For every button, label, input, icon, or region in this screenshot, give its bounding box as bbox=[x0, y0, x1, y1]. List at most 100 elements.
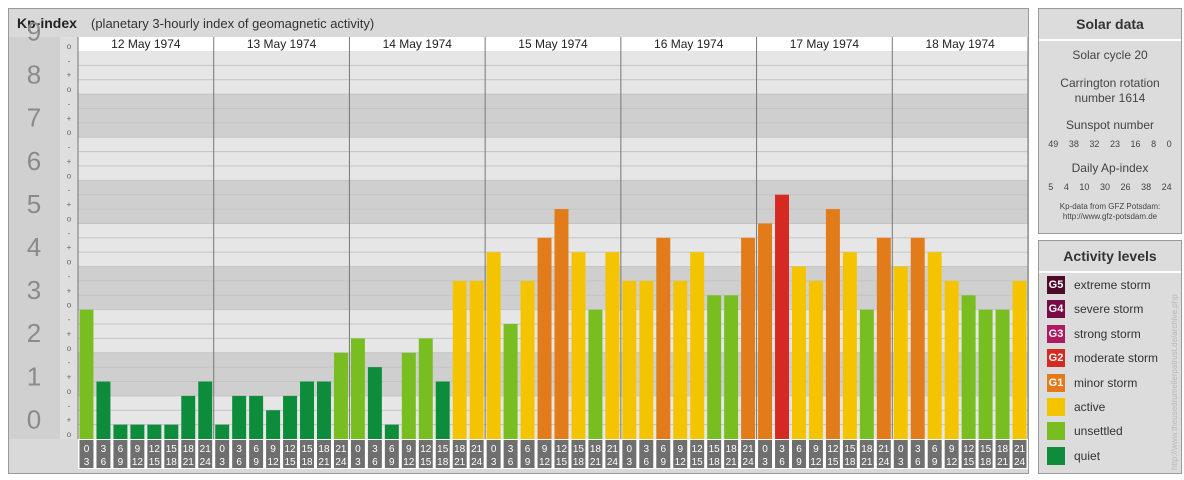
kp-bar bbox=[232, 395, 247, 439]
interval-cell bbox=[995, 440, 1010, 468]
kp-bar bbox=[571, 252, 586, 439]
interval-end-label: 12 bbox=[268, 457, 280, 468]
interval-start-label: 6 bbox=[253, 444, 259, 455]
interval-end-label: 24 bbox=[200, 457, 212, 468]
interval-start-label: 3 bbox=[101, 444, 107, 455]
y-tick-label: 3 bbox=[27, 275, 41, 305]
ap-value: 5 bbox=[1048, 182, 1054, 192]
interval-end-label: 18 bbox=[437, 457, 449, 468]
kp-bar bbox=[164, 424, 179, 439]
interval-cell bbox=[486, 440, 501, 468]
y-band bbox=[78, 94, 1028, 138]
interval-start-label: 9 bbox=[542, 444, 548, 455]
interval-end-label: 6 bbox=[101, 457, 107, 468]
interval-start-label: 15 bbox=[844, 444, 856, 455]
interval-start-label: 18 bbox=[454, 444, 466, 455]
interval-start-label: 9 bbox=[406, 444, 412, 455]
minor-tick-column bbox=[60, 37, 78, 439]
interval-start-label: 18 bbox=[726, 444, 738, 455]
interval-start-label: 6 bbox=[796, 444, 802, 455]
interval-start-label: 21 bbox=[743, 444, 755, 455]
interval-start-label: 12 bbox=[692, 444, 704, 455]
day-label: 15 May 1974 bbox=[518, 37, 588, 51]
minor-tick-mark: - bbox=[68, 143, 71, 152]
interval-start-label: 21 bbox=[335, 444, 347, 455]
solar-data-title: Solar data bbox=[1039, 9, 1181, 41]
source-link[interactable]: http://www.gfz-potsdam.de bbox=[1062, 212, 1158, 221]
interval-cell bbox=[215, 440, 230, 468]
interval-cell bbox=[690, 440, 705, 468]
kp-bar bbox=[367, 367, 382, 439]
kp-bar bbox=[147, 424, 162, 439]
interval-end-label: 21 bbox=[861, 457, 873, 468]
interval-cell bbox=[232, 440, 247, 468]
kp-bar bbox=[605, 252, 620, 439]
interval-cell bbox=[249, 440, 264, 468]
solar-data-panel: Solar data Solar cycle 20 Carrington rot… bbox=[1038, 8, 1182, 234]
minor-tick-mark: - bbox=[68, 186, 71, 195]
day-label: 14 May 1974 bbox=[383, 37, 453, 51]
y-tick-label: 1 bbox=[27, 361, 41, 391]
interval-end-label: 3 bbox=[219, 457, 225, 468]
interval-start-label: 12 bbox=[149, 444, 161, 455]
kp-bar bbox=[792, 266, 806, 439]
interval-end-label: 6 bbox=[508, 457, 514, 468]
minor-tick-mark: + bbox=[67, 373, 72, 382]
activity-level-swatch bbox=[1047, 422, 1065, 441]
interval-end-label: 12 bbox=[539, 457, 551, 468]
activity-level-label: strong storm bbox=[1074, 326, 1141, 341]
interval-start-label: 21 bbox=[200, 444, 212, 455]
interval-cell bbox=[537, 440, 552, 468]
interval-start-label: 9 bbox=[270, 444, 276, 455]
interval-end-label: 21 bbox=[726, 457, 738, 468]
activity-level-swatch: G1 bbox=[1047, 373, 1065, 392]
y-axis-column bbox=[9, 37, 60, 439]
interval-start-label: 12 bbox=[827, 444, 839, 455]
ap-index-values: 5 4 10 30 26 38 24 bbox=[1039, 182, 1181, 192]
minor-tick-mark: o bbox=[67, 344, 72, 353]
interval-cell bbox=[350, 440, 365, 468]
y-tick-label: 9 bbox=[27, 16, 41, 46]
interval-start-label: 21 bbox=[878, 444, 890, 455]
interval-cell bbox=[147, 440, 162, 468]
kp-bar bbox=[622, 280, 637, 439]
kp-bar bbox=[452, 280, 467, 439]
interval-start-label: 0 bbox=[84, 444, 90, 455]
activity-level-item: active bbox=[1047, 397, 1105, 417]
interval-start-label: 9 bbox=[949, 444, 955, 455]
day-label: 16 May 1974 bbox=[654, 37, 724, 51]
interval-start-label: 3 bbox=[915, 444, 921, 455]
interval-cell bbox=[283, 440, 298, 468]
kp-bar bbox=[876, 237, 891, 439]
interval-cell bbox=[893, 440, 908, 468]
interval-end-label: 3 bbox=[898, 457, 904, 468]
interval-start-label: 18 bbox=[861, 444, 873, 455]
minor-tick-mark: + bbox=[67, 71, 72, 80]
kp-bar bbox=[198, 381, 213, 439]
interval-end-label: 15 bbox=[420, 457, 432, 468]
interval-end-label: 12 bbox=[810, 457, 822, 468]
interval-end-label: 3 bbox=[762, 457, 768, 468]
sunspot-title: Sunspot number bbox=[1065, 118, 1155, 132]
y-tick-label: 8 bbox=[27, 60, 41, 90]
interval-end-label: 15 bbox=[963, 457, 975, 468]
interval-end-label: 15 bbox=[692, 457, 704, 468]
y-band bbox=[78, 51, 1028, 95]
interval-end-label: 9 bbox=[796, 457, 802, 468]
interval-end-label: 15 bbox=[556, 457, 568, 468]
interval-cell bbox=[859, 440, 874, 468]
y-tick-label: 2 bbox=[27, 318, 41, 348]
kp-bar bbox=[469, 280, 484, 439]
activity-level-item: G3 strong storm bbox=[1047, 324, 1141, 344]
interval-cell bbox=[520, 440, 535, 468]
minor-tick-mark: o bbox=[67, 42, 72, 51]
interval-end-label: 9 bbox=[253, 457, 259, 468]
minor-tick-mark: o bbox=[67, 171, 72, 180]
interval-start-label: 6 bbox=[932, 444, 938, 455]
interval-start-label: 18 bbox=[590, 444, 602, 455]
activity-level-item: quiet bbox=[1047, 446, 1100, 466]
interval-end-label: 18 bbox=[301, 457, 313, 468]
kp-bar bbox=[995, 309, 1010, 439]
day-label: 18 May 1974 bbox=[925, 37, 995, 51]
